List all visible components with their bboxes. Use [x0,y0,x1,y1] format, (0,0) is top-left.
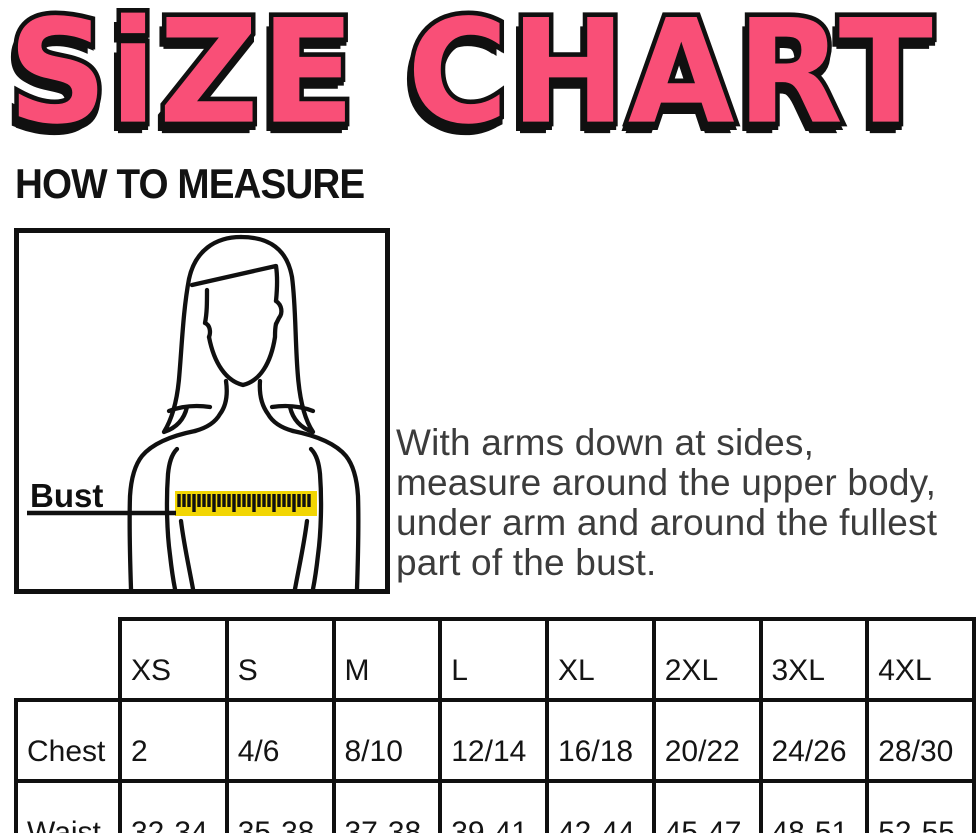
shoulder-arm-left [127,428,198,589]
measure-instructions: With arms down at sides, measure around … [396,423,978,583]
measurement-figure-box: Bust [14,228,390,594]
size-col-header: M [331,617,443,702]
right-ear-line [273,298,284,327]
table-cell: 37-38 [331,779,443,833]
left-temple-ear-line [202,287,213,340]
tape-ticks [177,494,311,512]
table-cell: 4/6 [224,698,336,783]
row-label: Chest [14,698,122,783]
woman-outline-illustration: Bust [27,234,361,589]
size-col-header: XL [545,617,656,702]
size-col-header: 2XL [651,617,763,702]
collarbone-right [269,403,316,414]
size-col-header: 4XL [865,617,976,702]
hair-outline-right [238,234,316,435]
instruction-line: under arm and around the fullest [396,502,938,543]
how-to-measure-heading: HOW TO MEASURE [15,160,365,207]
collarbone-left [166,403,213,414]
torso-line-right [292,518,310,589]
table-cell: 52-55 [865,779,976,833]
table-cell: 2 [118,698,229,783]
row-label: Waist [14,779,122,833]
neck-line-left [192,378,229,434]
table-cell: 24/26 [758,698,870,783]
table-cell: 12/14 [438,698,549,783]
table-cell: 28/30 [865,698,976,783]
blank-corner-cell [16,619,120,700]
instruction-line: With arms down at sides, [396,422,815,463]
table-cell: 16/18 [545,698,656,783]
table-cell: 35-38 [224,779,336,833]
table-cell: 32-34 [118,779,229,833]
table-cell: 20/22 [651,698,763,783]
size-col-header: 3XL [758,617,870,702]
inner-arm-right [308,446,324,589]
table-row-chest: Chest 2 4/6 8/10 12/14 16/18 20/22 24/26… [14,698,976,783]
table-cell: 42-44 [545,779,656,833]
size-header-row: XS S M L XL 2XL 3XL 4XL [16,617,976,702]
table-cell: 45-47 [651,779,763,833]
size-col-header: S [224,617,336,702]
table-cell: 8/10 [331,698,443,783]
size-table: XS S M L XL 2XL 3XL 4XL Chest 2 4/6 8/10… [14,617,976,833]
torso-line-left [178,518,196,589]
table-row-waist: Waist 32-34 35-38 37-38 39-41 42-44 45-4… [14,779,976,833]
instruction-line: part of the bust. [396,542,657,583]
jaw-line [206,321,279,388]
size-col-header: L [438,617,549,702]
table-cell: 39-41 [438,779,549,833]
inner-arm-left [164,446,180,589]
instruction-line: measure around the upper body, [396,462,937,503]
hair-outline-left [161,234,244,435]
bust-label: Bust [30,477,103,514]
size-col-header: XS [118,617,229,702]
page-title: SiZE CHART [4,0,938,157]
shoulder-arm-right [290,428,361,589]
bangs-line [189,263,280,304]
neck-line-right [257,378,296,434]
table-cell: 48-51 [758,779,870,833]
